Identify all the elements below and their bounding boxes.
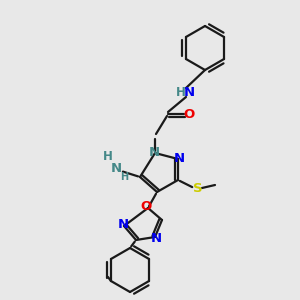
Text: S: S [193, 182, 203, 196]
Text: H: H [103, 151, 113, 164]
Text: N: N [173, 152, 184, 166]
Text: H: H [176, 85, 186, 98]
Text: N: N [117, 218, 129, 232]
Text: N: N [183, 85, 195, 98]
Text: O: O [183, 109, 195, 122]
Text: N: N [148, 146, 160, 160]
Text: H: H [120, 172, 128, 182]
Text: O: O [140, 200, 152, 214]
Text: N: N [150, 232, 162, 244]
Text: N: N [110, 163, 122, 176]
